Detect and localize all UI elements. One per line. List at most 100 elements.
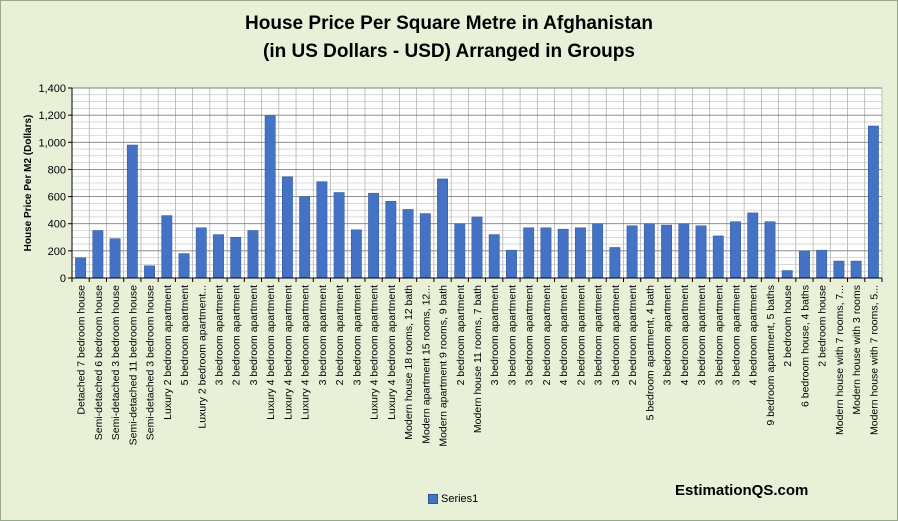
x-tick-label: 2 bedroom apartment [334,285,346,385]
bar [350,229,362,279]
x-tick-label: 2 bedroom apartment [231,285,243,385]
x-tick-label: Luxury 4 bedroom apartment [369,285,381,420]
x-tick-label: 3 bedroom apartment [213,285,225,385]
bar [850,260,862,279]
bar [471,216,483,279]
bar [661,224,672,279]
x-tick-label: Semi-detached 3 bedroom house [110,285,122,440]
bar [781,270,793,279]
x-tick-label: 2 bedroom apartment [455,285,467,385]
bar [195,227,207,279]
y-tick-label: 0 [60,273,66,285]
chart-title-line-2: (in US Dollars - USD) Arranged in Groups [263,41,635,62]
x-tick-label: 4 bedroom apartment [679,285,691,385]
x-tick-label: 3 bedroom apartment [610,285,622,385]
x-tick-label: 2 bedroom apartment [575,285,587,385]
x-tick-label: Luxury 4 bedroom apartment [265,285,277,420]
x-tick-label: Modern house with 7 rooms, 5... [868,285,880,435]
x-tick-label: 3 bedroom apartment [351,285,363,385]
bar [506,249,517,279]
legend: Series1 [428,493,478,505]
y-tick-label: 200 [48,246,66,258]
x-tick-label: Luxury 2 bedroom apartment... [196,285,208,429]
x-tick-label: Luxury 4 bedroom apartment [300,285,312,420]
x-tick-label: Semi-detached 6 bedroom house [93,285,105,440]
bar [609,247,621,279]
legend-label-series1: Series1 [441,493,479,505]
bar [626,225,638,279]
bar [730,221,741,279]
x-tick-label: 5 bedroom apartment [179,285,191,385]
x-tick-label: Semi-detached 11 bedroom house [127,285,139,445]
bar [368,192,380,279]
bar [299,196,311,279]
bar [643,223,655,279]
bar [454,223,466,279]
bar [592,223,604,279]
watermark: EstimationQS.com [675,482,809,499]
bar [109,238,121,279]
x-tick-label: Luxury 4 bedroom apartment [386,285,398,420]
bar [247,230,259,279]
x-tick-label: Luxury 2 bedroom apartment [162,285,174,420]
bar [833,260,845,279]
bar [488,234,500,279]
bar [419,213,431,279]
bar [402,209,414,279]
bar [144,265,155,279]
x-tick-label: 5 bedroom apartment, 4 bath [644,285,656,421]
x-tick-label: 2 bedroom apartment [541,285,553,385]
x-tick-label: Modern apartment 15 rooms, 12... [420,285,432,444]
chart-title-line-1: House Price Per Square Metre in Afghanis… [245,13,653,34]
bar [126,144,138,279]
x-tick-label: Modern apartment 9 rooms, 9 bath [438,285,450,447]
legend-swatch-series1 [428,494,438,504]
bar [799,250,810,279]
bar [695,225,707,279]
x-tick-label: 2 bedroom apartment [627,285,639,385]
y-tick-label: 1,000 [38,137,66,149]
x-tick-label: 2 bedroom house [817,285,829,367]
x-tick-label: 3 bedroom apartment [489,285,501,385]
bar [540,227,552,279]
bar [333,192,345,279]
y-tick-label: 800 [48,164,66,176]
x-tick-label: 2 bedroom house [782,285,794,367]
x-tick-label: 6 bedroom house, 4 baths [799,285,811,407]
x-tick-label: 3 bedroom apartment [317,285,329,385]
x-tick-label: 9 bedroom apartment, 5 baths [765,285,777,426]
bar [75,257,87,279]
bar [230,237,242,279]
chart-title: House Price Per Square Metre in Afghanis… [0,10,898,66]
x-tick-label: 4 bedroom apartment [748,285,760,385]
bar [385,201,397,279]
x-tick-label: Modern house with 7 rooms, 7... [834,285,846,435]
bar [574,227,586,279]
x-tick-label: 3 bedroom apartment [713,285,725,385]
x-tick-label: Detached 7 bedroom house [76,285,88,415]
x-tick-label: 3 bedroom apartment [506,285,518,385]
bar [764,221,776,279]
bar [678,223,690,279]
bar [161,215,173,279]
bar [437,178,448,279]
bar [867,125,879,279]
bar [523,227,535,279]
x-tick-label: Modern house 11 rooms, 7 bath [472,285,484,433]
bar [92,230,104,279]
bar [316,181,328,279]
bar [264,115,276,279]
y-axis-label: House Price Per M2 (Dollars) [23,115,34,252]
bar [282,176,293,279]
bar [178,253,190,279]
y-tick-label: 1,400 [38,83,66,95]
x-tick-label: 4 bedroom apartment [558,285,570,385]
bar [213,234,224,279]
x-tick-label: Modern house with 3 rooms [851,285,863,415]
bar [816,249,828,279]
y-tick-label: 600 [48,192,66,204]
x-tick-label: Semi-detached 3 bedroom house [145,285,157,440]
y-tick-label: 400 [48,219,66,231]
x-tick-label: 3 bedroom apartment [248,285,260,385]
